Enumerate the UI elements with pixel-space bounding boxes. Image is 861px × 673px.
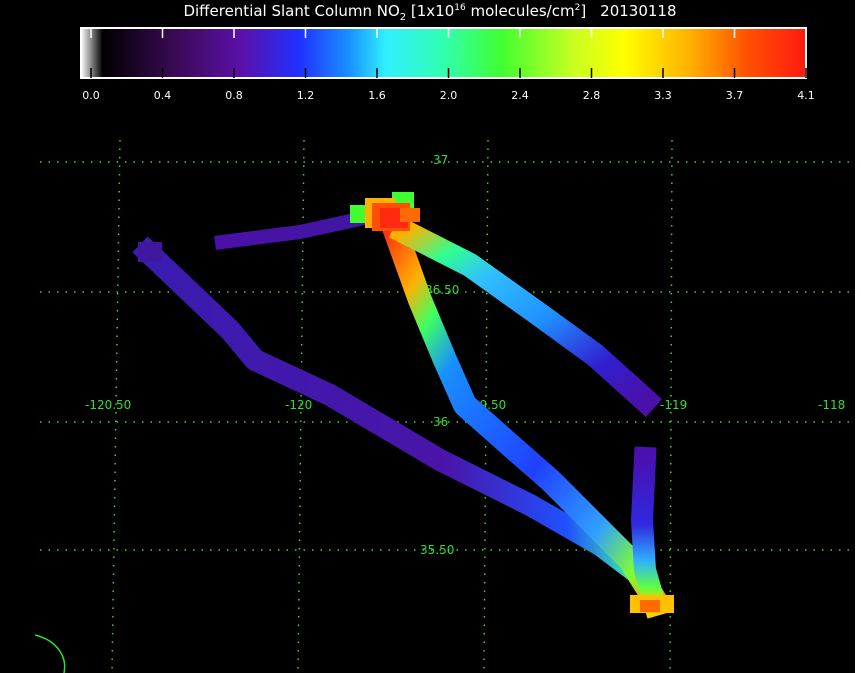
lon-label: -119 [660,398,687,412]
colorbar-tick-label: 2.4 [511,89,529,102]
lon-label: -120 [285,398,312,412]
lat-label: 37 [433,153,448,167]
track-end-southeast-red [640,600,660,612]
colorbar-tick-label: 0.0 [82,89,100,102]
colorbar-tick-label: 3.3 [654,89,672,102]
right-border [855,0,861,673]
chart-title: Differential Slant Column NO2 [1x1016 mo… [183,2,676,23]
colorbar-tick-label: 0.8 [225,89,243,102]
colorbar-tick-label: 1.2 [297,89,315,102]
track-end-west [138,242,162,262]
lat-label: 35.50 [420,543,454,557]
colorbar-tick-label: 2.0 [440,89,458,102]
track-vertical-leg [642,458,655,605]
colorbar-tick-label: 3.7 [726,89,744,102]
lon-label: -120.50 [85,398,131,412]
colorbar-tick-label: 0.4 [154,89,172,102]
colorbar-gradient [81,28,806,78]
lat-label: 36 [433,415,448,429]
colorbar-tick-label: 4.1 [797,89,815,102]
lon-label: -118 [818,398,845,412]
colorbar-tick-label: 2.8 [583,89,601,102]
colorbar-tick-label: 1.6 [368,89,386,102]
